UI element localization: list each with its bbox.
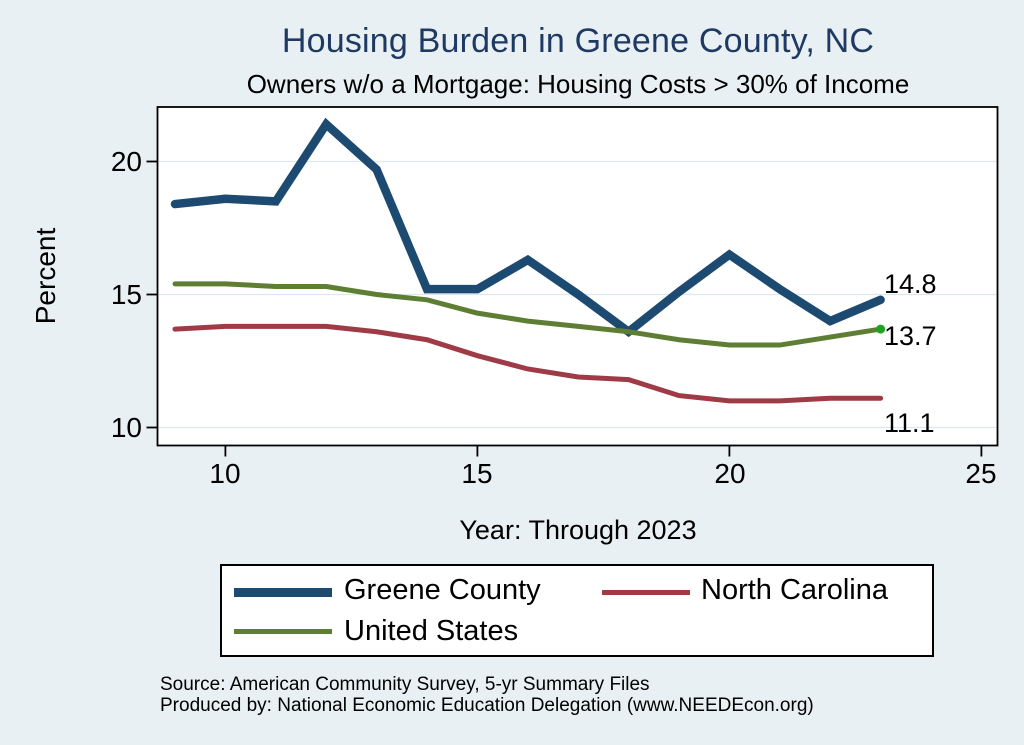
y-tick-label-20: 20 [110,146,142,177]
series-end-label-greene-county: 14.8 [884,269,937,299]
y-tick-label-15: 15 [110,279,142,310]
x-tick-label-10: 10 [209,458,241,489]
legend-label-north-carolina: North Carolina [701,574,888,606]
source-line-1: Source: American Community Survey, 5-yr … [160,674,650,695]
legend-swatch-north-carolina-icon [602,590,690,595]
source-line-2: Produced by: National Economic Education… [160,695,814,716]
legend-label-united-states: United States [344,615,519,647]
series-line-north-carolina [172,323,884,404]
y-axis-title: Percent [30,227,61,325]
chart-title: Housing Burden in Greene County, NC [281,22,875,60]
x-tick-label-25: 25 [965,458,997,489]
series-line-united-states [172,281,884,348]
y-tick-label-10: 10 [110,412,142,443]
series-end-label-united-states: 13.7 [884,321,937,351]
legend: Greene County North Carolina United Stat… [220,564,934,657]
plot-background [157,107,998,446]
chart-subtitle: Owners w/o a Mortgage: Housing Costs > 3… [246,69,910,99]
legend-label-greene-county: Greene County [344,574,541,606]
series-line-greene-county [170,117,885,338]
x-tick-label-20: 20 [714,458,746,489]
x-axis-title: Year: Through 2023 [459,515,697,545]
legend-swatch-greene-county-icon [234,588,332,597]
series-end-label-north-carolina: 11.1 [884,408,935,438]
x-tick-label-15: 15 [461,458,493,489]
plot-border [156,106,999,447]
legend-swatch-united-states-icon [234,629,332,634]
series-end-marker [876,324,886,334]
